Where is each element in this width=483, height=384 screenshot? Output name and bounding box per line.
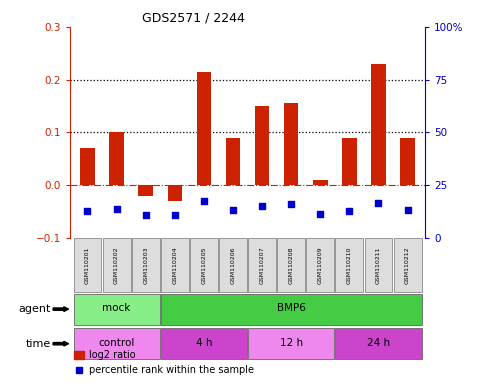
- Text: GSM110204: GSM110204: [172, 246, 177, 284]
- Bar: [394, 238, 422, 292]
- Text: GSM110207: GSM110207: [259, 246, 265, 284]
- Point: [84, 207, 91, 214]
- Text: GSM110202: GSM110202: [114, 246, 119, 284]
- Bar: [219, 238, 247, 292]
- Bar: [342, 138, 356, 185]
- Bar: [190, 238, 218, 292]
- Bar: [73, 293, 160, 325]
- Bar: [102, 238, 130, 292]
- Bar: [365, 238, 393, 292]
- Bar: [161, 293, 422, 325]
- Legend: log2 ratio, percentile rank within the sample: log2 ratio, percentile rank within the s…: [70, 346, 257, 379]
- Point: [375, 200, 383, 206]
- Point: [200, 198, 208, 204]
- Text: GSM110201: GSM110201: [85, 246, 90, 284]
- Point: [142, 212, 150, 218]
- Bar: [371, 64, 386, 185]
- Bar: [335, 238, 363, 292]
- Text: GSM110205: GSM110205: [201, 246, 206, 284]
- Point: [404, 207, 412, 213]
- Text: control: control: [99, 338, 135, 348]
- Bar: [80, 148, 95, 185]
- Bar: [109, 132, 124, 185]
- Text: BMP6: BMP6: [277, 303, 306, 313]
- Text: GSM110212: GSM110212: [405, 246, 410, 284]
- Text: 24 h: 24 h: [367, 338, 390, 348]
- Bar: [335, 328, 422, 359]
- Text: GSM110206: GSM110206: [230, 246, 236, 284]
- Point: [258, 204, 266, 210]
- Bar: [139, 185, 153, 196]
- Bar: [313, 180, 327, 185]
- Bar: [255, 106, 270, 185]
- Point: [229, 207, 237, 213]
- Text: mock: mock: [102, 303, 131, 313]
- Text: agent: agent: [18, 304, 51, 314]
- Bar: [400, 138, 415, 185]
- Bar: [248, 328, 334, 359]
- Point: [113, 205, 120, 212]
- Text: GSM110209: GSM110209: [318, 246, 323, 284]
- Bar: [306, 238, 334, 292]
- Text: GSM110210: GSM110210: [347, 246, 352, 284]
- Bar: [248, 238, 276, 292]
- Bar: [277, 238, 305, 292]
- Point: [345, 207, 353, 214]
- Bar: [284, 103, 298, 185]
- Bar: [161, 328, 247, 359]
- Text: 4 h: 4 h: [196, 338, 212, 348]
- Text: 12 h: 12 h: [280, 338, 303, 348]
- Bar: [132, 238, 160, 292]
- Bar: [226, 138, 240, 185]
- Bar: [168, 185, 182, 201]
- Text: time: time: [26, 339, 51, 349]
- Point: [171, 212, 179, 218]
- Text: GSM110203: GSM110203: [143, 246, 148, 284]
- Point: [287, 201, 295, 207]
- Text: GSM110211: GSM110211: [376, 246, 381, 284]
- Text: GSM110208: GSM110208: [289, 246, 294, 284]
- Bar: [161, 238, 189, 292]
- Bar: [197, 72, 211, 185]
- Bar: [73, 328, 160, 359]
- Text: GDS2571 / 2244: GDS2571 / 2244: [142, 12, 244, 25]
- Point: [316, 211, 324, 217]
- Bar: [73, 238, 101, 292]
